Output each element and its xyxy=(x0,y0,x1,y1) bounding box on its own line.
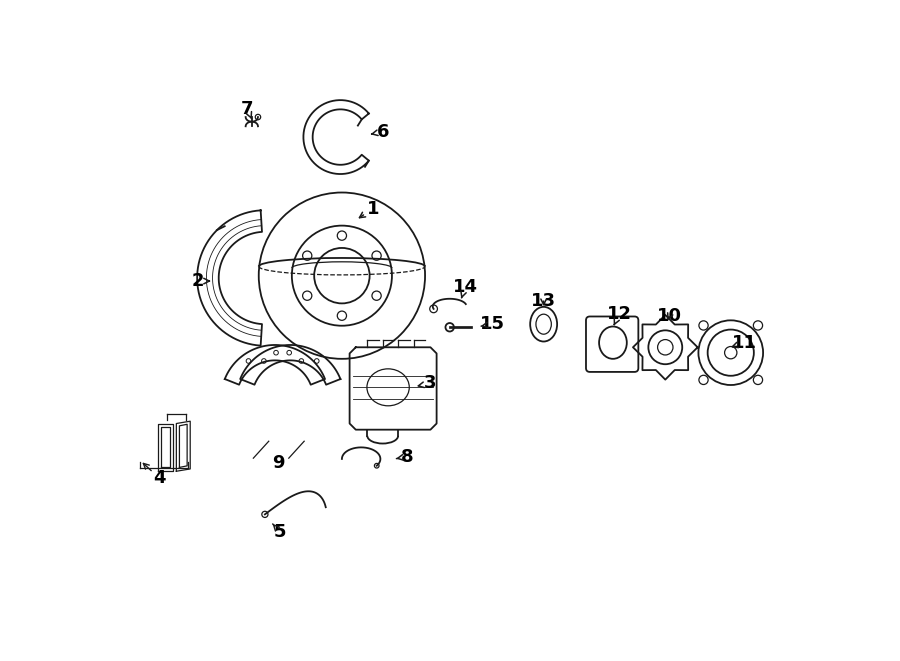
Text: 6: 6 xyxy=(376,123,389,141)
Text: 13: 13 xyxy=(531,292,556,310)
Text: 9: 9 xyxy=(273,454,285,472)
Text: 15: 15 xyxy=(480,315,505,333)
Text: 7: 7 xyxy=(241,100,254,118)
Text: 3: 3 xyxy=(424,375,436,393)
Text: 14: 14 xyxy=(453,278,478,296)
Text: 8: 8 xyxy=(401,447,414,465)
Text: 1: 1 xyxy=(366,200,379,217)
Text: 4: 4 xyxy=(153,469,166,487)
Text: 5: 5 xyxy=(274,523,286,541)
Text: 11: 11 xyxy=(732,334,757,352)
Text: 10: 10 xyxy=(657,307,681,325)
Text: 2: 2 xyxy=(192,272,204,290)
Text: 12: 12 xyxy=(607,305,632,323)
